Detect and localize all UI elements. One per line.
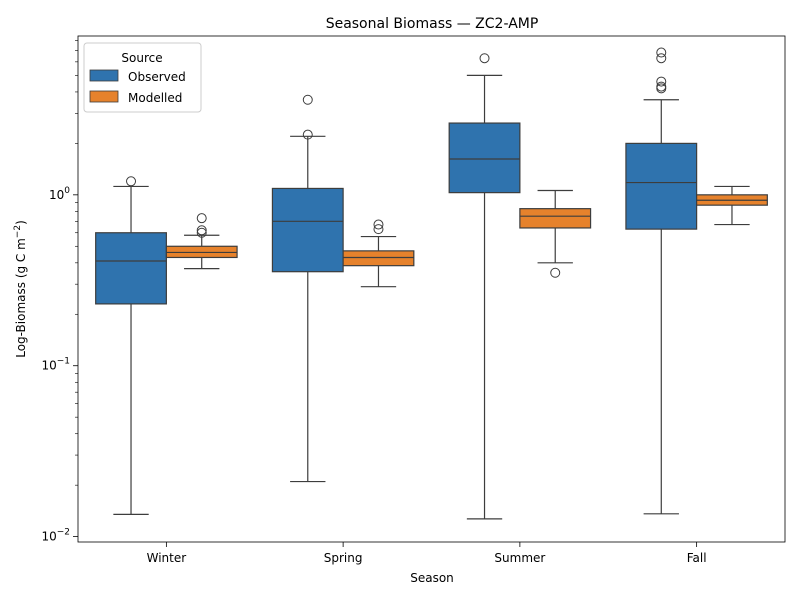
chart-title: Seasonal Biomass — ZC2-AMP [326, 16, 539, 32]
outlier-point [302, 94, 313, 105]
legend-entry-modelled: Modelled [128, 91, 182, 105]
box-modelled-fall [696, 185, 768, 226]
x-tick-label: Spring [324, 551, 363, 565]
y-axis-label-close: ) [14, 220, 28, 225]
box-series [95, 47, 768, 520]
y-axis-label-superscript: −2 [13, 225, 23, 238]
x-tick-label: Summer [494, 551, 545, 565]
box-iqr [448, 122, 521, 194]
legend: Source Observed Modelled [83, 42, 202, 113]
box-observed-fall [625, 47, 698, 515]
legend-swatch-modelled [89, 90, 119, 103]
x-tick-label: Fall [687, 551, 707, 565]
box-iqr [519, 208, 592, 229]
outlier-point [126, 176, 137, 187]
y-tick-label: 10−2 [41, 528, 70, 544]
box-observed-spring [271, 94, 344, 483]
outlier-point [373, 224, 384, 235]
box-iqr [342, 250, 415, 267]
outlier-point [656, 81, 667, 92]
box-iqr [271, 187, 344, 273]
box-modelled-spring [342, 219, 415, 288]
box-observed-winter [95, 176, 167, 515]
x-axis-label: Season [410, 571, 454, 585]
box-modelled-winter [165, 213, 238, 270]
outlier-point [196, 213, 207, 224]
plot-frame [77, 35, 786, 543]
box-observed-summer [448, 53, 521, 520]
outlier-point [373, 219, 384, 230]
legend-entry-observed: Observed [128, 70, 186, 84]
x-tick-label: Winter [147, 551, 187, 565]
y-axis-label: Log-Biomass (g C m−2) [13, 220, 28, 358]
x-axis: Winter Spring Summer Fall [147, 542, 707, 565]
outlier-point [656, 76, 667, 87]
outlier-point [479, 53, 490, 64]
outlier-point [550, 267, 561, 278]
outlier-point [196, 227, 207, 238]
y-tick-label: 10−1 [41, 357, 70, 373]
outlier-point [302, 129, 313, 140]
box-iqr [95, 232, 167, 305]
outlier-point [656, 47, 667, 58]
y-axis-label-main: Log-Biomass (g C m [14, 238, 28, 358]
y-axis: 10−2 10−1 100 [41, 40, 78, 544]
y-tick-label: 100 [49, 186, 70, 202]
box-modelled-summer [519, 189, 592, 278]
legend-title: Source [121, 51, 162, 65]
legend-swatch-observed [89, 69, 119, 82]
outlier-point [656, 53, 667, 64]
outlier-point [196, 225, 207, 236]
box-iqr [625, 142, 698, 230]
